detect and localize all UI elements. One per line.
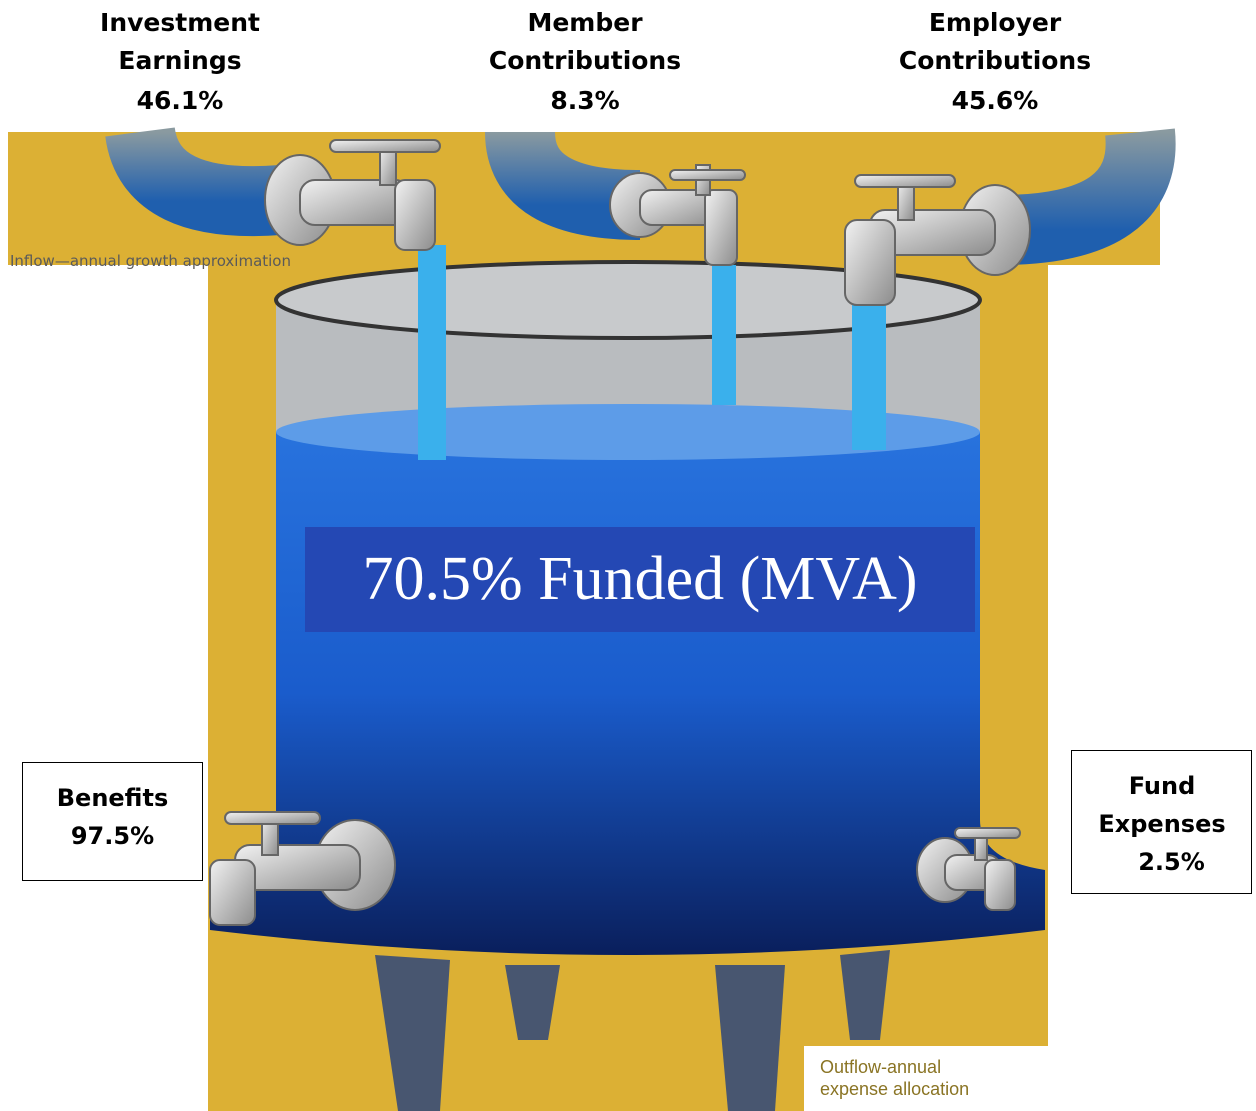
inflow-value: 8.3% — [460, 82, 710, 120]
outflow-label: Fund Expenses — [1092, 767, 1232, 843]
page: Investment Earnings 46.1% Member Contrib… — [0, 0, 1256, 1111]
inflow-label: Member Contributions — [460, 4, 710, 80]
water-stream — [712, 265, 736, 405]
inflow-caption: Inflow—annual growth approximation — [10, 252, 291, 270]
outflow-box: Fund Expenses 2.5% — [1071, 750, 1252, 894]
outflow-caption: Outflow-annual expense allocation — [820, 1056, 1010, 1100]
outflow-label: Benefits — [23, 779, 202, 817]
inflow-value: 46.1% — [80, 82, 280, 120]
inflow-label: Investment Earnings — [80, 4, 280, 80]
funded-label: 70.5% Funded (MVA) — [305, 527, 975, 632]
inflow-label: Employer Contributions — [880, 4, 1110, 80]
water-stream — [852, 300, 886, 450]
inflow-value: 45.6% — [880, 82, 1110, 120]
outflow-value: 97.5% — [23, 817, 202, 855]
outflow-value: 2.5% — [1082, 843, 1241, 881]
outflow-box: Benefits 97.5% — [22, 762, 203, 881]
water-stream — [418, 245, 446, 460]
